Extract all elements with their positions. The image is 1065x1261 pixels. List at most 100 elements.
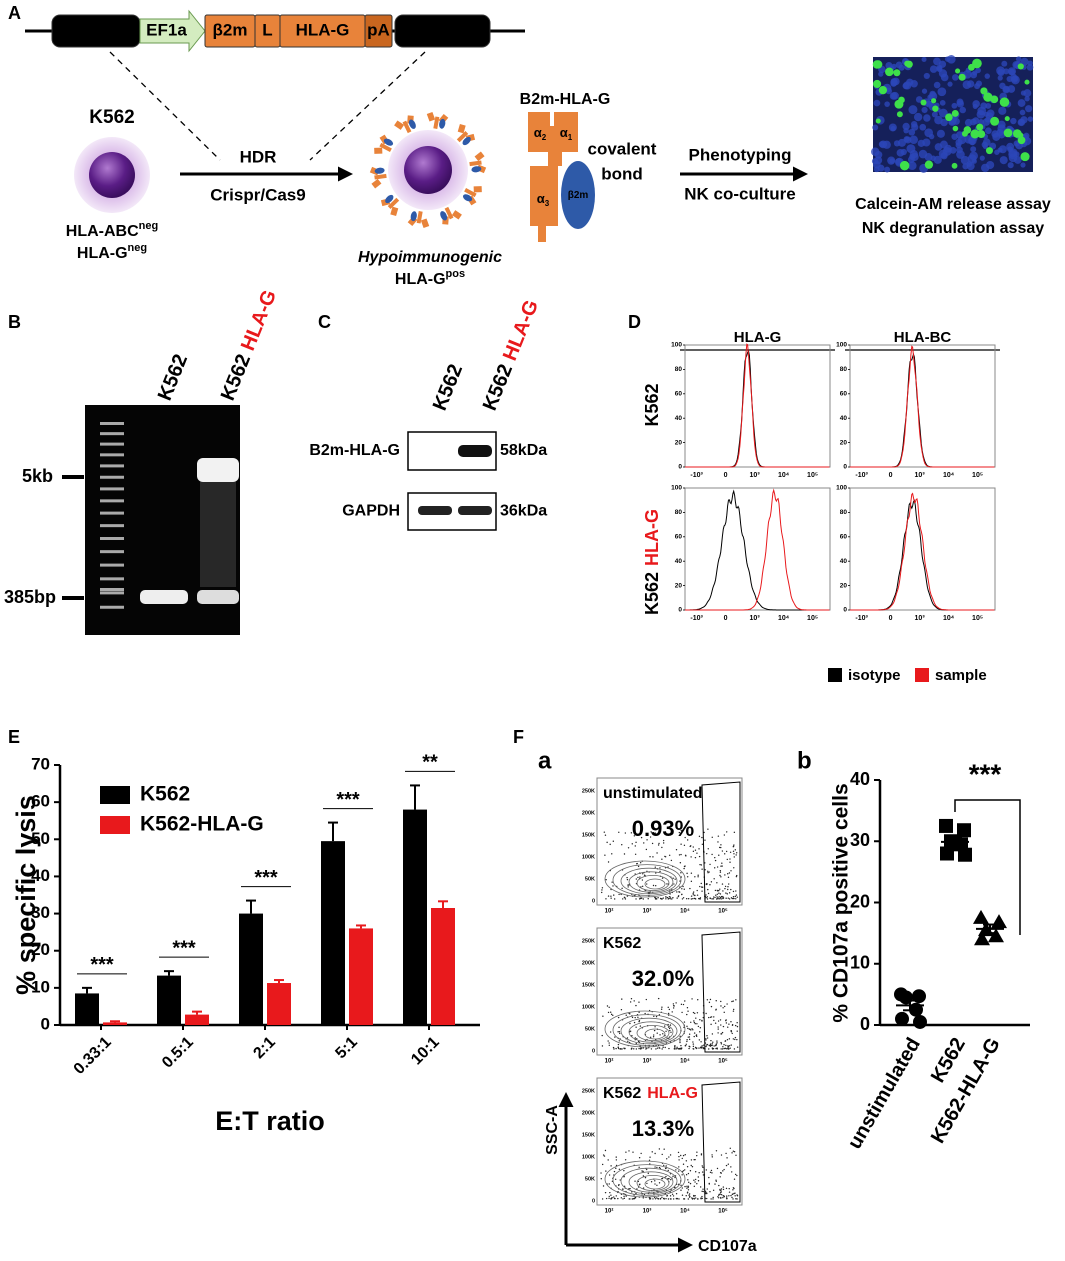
event-dot [687,1198,690,1200]
event-dot [715,1044,717,1046]
event-dot [711,898,713,900]
label-part: HLA-G [395,271,446,288]
event-dot [610,897,612,899]
event-dot [620,1009,623,1011]
event-dot [719,888,721,890]
event-dot [728,1187,730,1190]
event-dot [656,1197,658,1199]
event-dot [659,870,661,873]
event-dot [719,1188,721,1191]
event-dot [701,1171,704,1173]
panel-label: D [628,312,641,332]
cell-dot [911,123,919,131]
event-dot [710,1198,712,1200]
event-dot [649,1156,651,1158]
event-dot [665,1198,667,1200]
event-dot [688,1038,691,1041]
cell-dot [1017,136,1026,145]
construct-label: β2m [213,20,248,39]
event-dot [658,1166,661,1169]
event-dot [608,1042,610,1044]
event-dot [732,845,735,847]
cell-dot [980,87,988,95]
event-dot [610,1194,612,1196]
event-dot [634,1196,637,1199]
gate-percent: 32.0% [632,966,694,991]
event-dot [720,1005,722,1007]
event-dot [725,1019,727,1021]
event-dot [736,1038,738,1041]
event-dot [695,1034,698,1036]
event-dot [680,1189,682,1191]
cell-dot [885,87,893,95]
event-dot [689,1170,692,1172]
event-dot [660,1008,663,1010]
y-tick-label: 80 [840,366,848,373]
event-dot [680,853,682,856]
event-dot [709,1191,711,1193]
event-dot [696,1183,698,1185]
cell-dot [998,106,1007,115]
event-dot [617,1016,620,1019]
cell-nucleus [89,152,135,198]
contour [628,1171,674,1193]
event-dot [700,1046,703,1048]
construct-label: L [262,20,272,39]
event-dot [717,835,720,837]
event-dot [720,1041,722,1044]
cell-dot [921,56,927,62]
cell-dot [1025,105,1033,113]
label: bond [601,164,643,183]
event-dot [711,1156,713,1158]
cell-dot [939,140,948,149]
event-dot [722,1188,725,1191]
event-dot [706,898,709,900]
event-dot [640,1048,642,1050]
event-dot [715,898,718,900]
event-dot [726,1195,728,1197]
event-dot [683,844,686,847]
label: HLA-Gpos [395,268,465,288]
event-dot [732,850,735,852]
event-dot [723,1047,725,1050]
event-dot [727,876,730,879]
event-dot [635,1048,638,1050]
label-part: pos [446,268,466,280]
event-dot [626,876,628,879]
event-dot [692,1045,695,1048]
x-tick-label-part: 10⁴ [943,472,955,479]
event-dot [661,1196,663,1199]
bar [157,975,181,1025]
event-dot [634,853,637,856]
event-dot [688,1194,690,1196]
receptor-chain [416,211,423,224]
event-dot [716,1047,718,1049]
event-dot [646,883,648,885]
label: Calcein-AM release assay [855,196,1051,213]
cell-dot [937,87,947,97]
cell-dot [968,63,975,71]
event-dot [669,1024,672,1026]
lane-label-part: K562 [479,361,517,414]
event-dot [708,1016,710,1019]
event-dot [655,1015,658,1018]
event-dot [701,868,703,870]
event-dot [690,1021,692,1023]
receptor [369,166,387,189]
receptor-chain [374,173,387,180]
event-dot [733,867,735,869]
event-dot [682,1003,685,1006]
event-dot [734,895,737,898]
event-dot [725,892,727,894]
event-dot [718,892,720,894]
event-dot [714,1183,716,1185]
cell-dot [890,80,897,87]
gel-smear [200,482,236,587]
event-dot [607,1159,609,1161]
cell-dot [893,140,901,147]
event-dot [694,1046,697,1049]
x-tick-label-part: -10³ [855,615,868,622]
cell-dot [895,61,903,69]
event-dot [708,1044,710,1047]
event-dot [701,1195,703,1198]
